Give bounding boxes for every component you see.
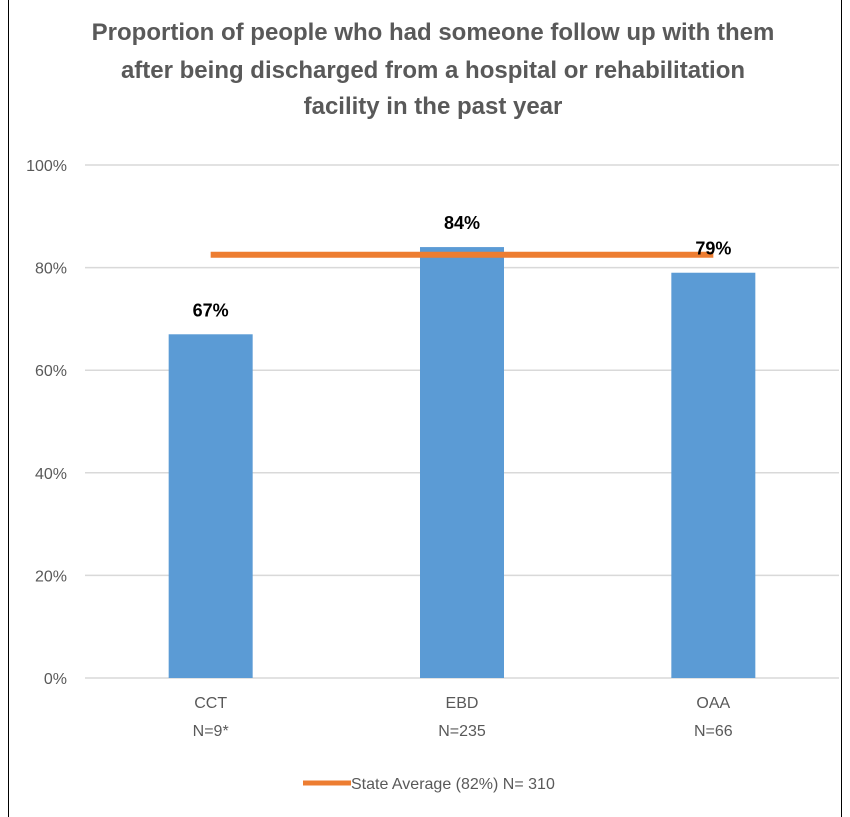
data-labels: 67% 84% 79% (193, 213, 732, 320)
chart-title: Proportion of people who had someone fol… (92, 19, 775, 120)
x-axis-categories: CCT N=9* EBD N=235 OAA N=66 (193, 695, 733, 740)
y-tick-label: 100% (26, 158, 67, 175)
y-tick-label: 20% (35, 568, 67, 585)
x-category-n-label: N=66 (694, 723, 733, 740)
chart-svg: Proportion of people who had someone fol… (26, 19, 839, 793)
bar-ebd (420, 247, 504, 678)
chart-title-line-2: after being discharged from a hospital o… (121, 57, 745, 84)
data-label-oaa: 79% (695, 239, 731, 259)
y-tick-label: 40% (35, 466, 67, 483)
y-tick-label: 0% (44, 671, 67, 688)
data-label-cct: 67% (193, 300, 229, 320)
x-category-label: EBD (446, 695, 479, 712)
legend-label-state-average: State Average (82%) N= 310 (351, 776, 555, 793)
y-axis-ticks: 0% 20% 40% 60% 80% 100% (26, 158, 67, 688)
x-category-label: CCT (194, 695, 227, 712)
bars (168, 247, 756, 678)
legend: State Average (82%) N= 310 (303, 776, 555, 793)
chart-frame: Proportion of people who had someone fol… (8, 0, 842, 817)
x-category-label: OAA (696, 695, 730, 712)
chart-title-line-3: facility in the past year (304, 93, 563, 120)
bar-cct (168, 334, 253, 678)
x-category-n-label: N=235 (438, 723, 486, 740)
bar-oaa (671, 272, 756, 678)
x-category-n-label: N=9* (193, 723, 229, 740)
chart-title-line-1: Proportion of people who had someone fol… (92, 19, 775, 46)
y-tick-label: 60% (35, 363, 67, 380)
data-label-ebd: 84% (444, 213, 480, 233)
y-tick-label: 80% (35, 261, 67, 278)
